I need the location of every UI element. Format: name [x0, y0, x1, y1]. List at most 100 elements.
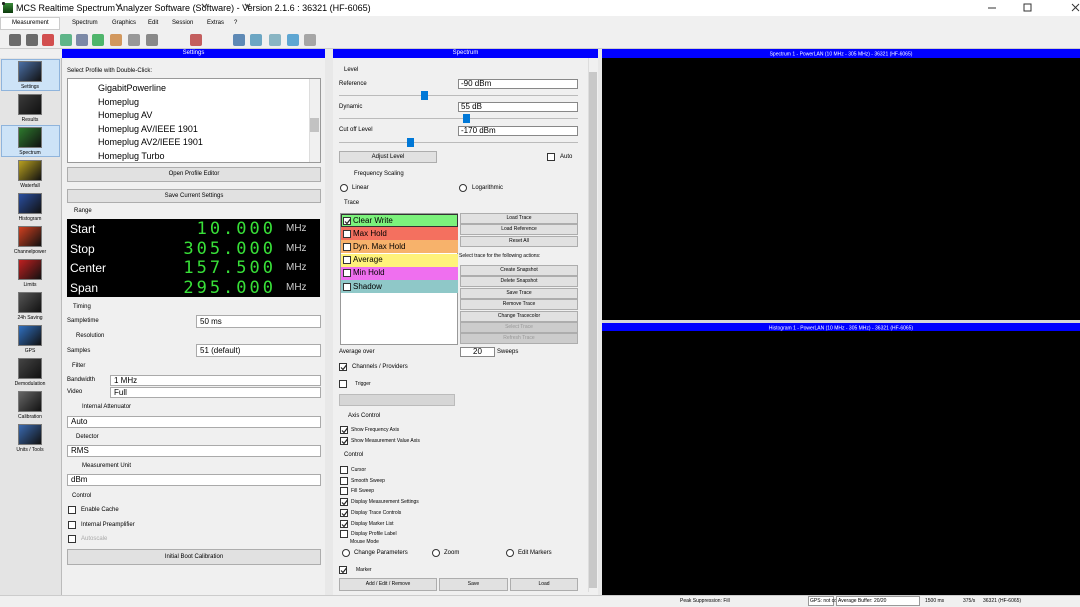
checkbox[interactable] — [340, 477, 348, 485]
toolbar-button[interactable] — [233, 34, 245, 46]
checkbox-label[interactable]: Clear Write — [353, 216, 393, 226]
sidebar-label[interactable]: Settings — [0, 82, 60, 92]
checkbox[interactable] — [68, 535, 76, 543]
input[interactable]: 55 dB — [458, 102, 578, 112]
radio-label[interactable]: Edit Markers — [518, 548, 552, 558]
radio[interactable] — [506, 549, 514, 557]
dropdown[interactable]: dBm — [67, 474, 321, 486]
checkbox-label[interactable]: Display Marker List — [351, 519, 394, 529]
button[interactable]: Refresh Trace — [460, 333, 578, 344]
sidebar-label[interactable]: 24h Saving — [0, 313, 60, 323]
checkbox-label[interactable]: Trigger — [355, 379, 371, 389]
profile-item[interactable]: Homeplug AV2/IEEE 1901 — [98, 137, 203, 147]
profile-item[interactable]: Homeplug — [98, 97, 139, 107]
toolbar-button[interactable] — [76, 34, 88, 46]
toolbar-button[interactable] — [269, 34, 281, 46]
sidebar-label[interactable]: Limits — [0, 280, 60, 290]
checkbox[interactable] — [340, 437, 348, 445]
checkbox-label[interactable]: Smooth Sweep — [351, 476, 385, 486]
sidebar-icon[interactable] — [18, 127, 42, 148]
sidebar-icon[interactable] — [18, 61, 42, 82]
slider-track[interactable] — [339, 142, 578, 143]
radio[interactable] — [459, 184, 467, 192]
slider-thumb[interactable] — [463, 114, 470, 123]
toolbar-button[interactable] — [60, 34, 72, 46]
checkbox-label[interactable]: Dyn. Max Hold — [353, 242, 405, 252]
dropdown[interactable]: Auto — [67, 416, 321, 428]
sidebar-label[interactable]: Channelpower — [0, 247, 60, 257]
slider-thumb[interactable] — [407, 138, 414, 147]
checkbox[interactable] — [343, 243, 351, 251]
dropdown[interactable]: RMS — [67, 445, 321, 457]
toolbar-button[interactable] — [287, 34, 299, 46]
checkbox[interactable] — [340, 487, 348, 495]
checkbox[interactable] — [340, 520, 348, 528]
button[interactable]: Delete Snapshot — [460, 276, 578, 287]
checkbox[interactable] — [547, 153, 555, 161]
sidebar-label[interactable]: Spectrum — [0, 148, 60, 158]
checkbox-label[interactable]: Display Trace Controls — [351, 508, 401, 518]
checkbox-label[interactable]: Internal Preamplifier — [81, 520, 135, 530]
button[interactable]: Create Snapshot — [460, 265, 578, 276]
checkbox-label[interactable]: Auto — [560, 152, 572, 162]
menu-item[interactable]: Edit — [148, 18, 158, 28]
checkbox-label[interactable]: Shadow — [353, 282, 382, 292]
checkbox[interactable] — [340, 466, 348, 474]
sidebar-icon[interactable] — [18, 325, 42, 346]
sidebar-icon[interactable] — [18, 259, 42, 280]
menu-item[interactable]: ? — [234, 18, 237, 28]
checkbox-label[interactable]: Cursor — [351, 465, 366, 475]
dropdown[interactable]: 50 ms — [196, 315, 321, 328]
radio-label[interactable]: Zoom — [444, 548, 459, 558]
button[interactable]: Initial Boot Calibration — [67, 549, 321, 565]
radio-label[interactable]: Logarithmic — [472, 183, 503, 193]
checkbox-label[interactable]: Autoscale — [81, 534, 107, 544]
checkbox[interactable] — [68, 521, 76, 529]
sidebar-label[interactable]: Waterfall — [0, 181, 60, 191]
checkbox-label[interactable]: Max Hold — [353, 229, 387, 239]
checkbox-label[interactable]: Channels / Providers — [352, 362, 408, 372]
dropdown[interactable]: 51 (default) — [196, 344, 321, 357]
spinner[interactable]: 20 — [460, 347, 495, 357]
toolbar-button[interactable] — [26, 34, 38, 46]
checkbox[interactable] — [343, 230, 351, 238]
button[interactable]: Save Trace — [460, 288, 578, 299]
menu-item[interactable]: Measurement — [12, 18, 49, 28]
button[interactable]: Load — [510, 578, 578, 591]
sidebar-icon[interactable] — [18, 226, 42, 247]
checkbox-label[interactable]: Average — [353, 255, 383, 265]
slider-track[interactable] — [339, 118, 578, 119]
profile-item[interactable]: Homeplug AV/IEEE 1901 — [98, 124, 198, 134]
sidebar-label[interactable]: GPS — [0, 346, 60, 356]
profile-item[interactable]: Homeplug Turbo — [98, 151, 165, 161]
button[interactable]: Load Reference — [460, 224, 578, 235]
radio[interactable] — [432, 549, 440, 557]
sidebar-icon[interactable] — [18, 391, 42, 412]
checkbox[interactable] — [343, 256, 351, 264]
button[interactable]: Load Trace — [460, 213, 578, 224]
checkbox-label[interactable]: Enable Cache — [81, 505, 119, 515]
checkbox-label[interactable]: Marker — [356, 565, 372, 575]
profile-item[interactable]: Homeplug AV — [98, 110, 152, 120]
checkbox-label[interactable]: Display Measurement Settings — [351, 497, 419, 507]
dropdown[interactable]: Full — [110, 387, 321, 398]
checkbox[interactable] — [343, 283, 351, 291]
checkbox[interactable] — [68, 506, 76, 514]
checkbox[interactable] — [340, 426, 348, 434]
checkbox[interactable] — [340, 509, 348, 517]
sidebar-label[interactable]: Units / Tools — [0, 445, 60, 455]
slider-thumb[interactable] — [421, 91, 428, 100]
button[interactable]: Adjust Level — [339, 151, 437, 163]
sidebar-icon[interactable] — [18, 292, 42, 313]
window-controls[interactable] — [980, 0, 1080, 16]
checkbox[interactable] — [340, 530, 348, 538]
sidebar-icon[interactable] — [18, 424, 42, 445]
sidebar-label[interactable]: Demodulation — [0, 379, 60, 389]
sidebar-icon[interactable] — [18, 193, 42, 214]
slider-track[interactable] — [339, 95, 578, 96]
button[interactable]: Save — [439, 578, 508, 591]
menu-item[interactable]: Spectrum — [72, 18, 98, 28]
input[interactable]: -90 dBm — [458, 79, 578, 89]
sidebar-label[interactable]: Results — [0, 115, 60, 125]
toolbar-button[interactable] — [190, 34, 202, 46]
